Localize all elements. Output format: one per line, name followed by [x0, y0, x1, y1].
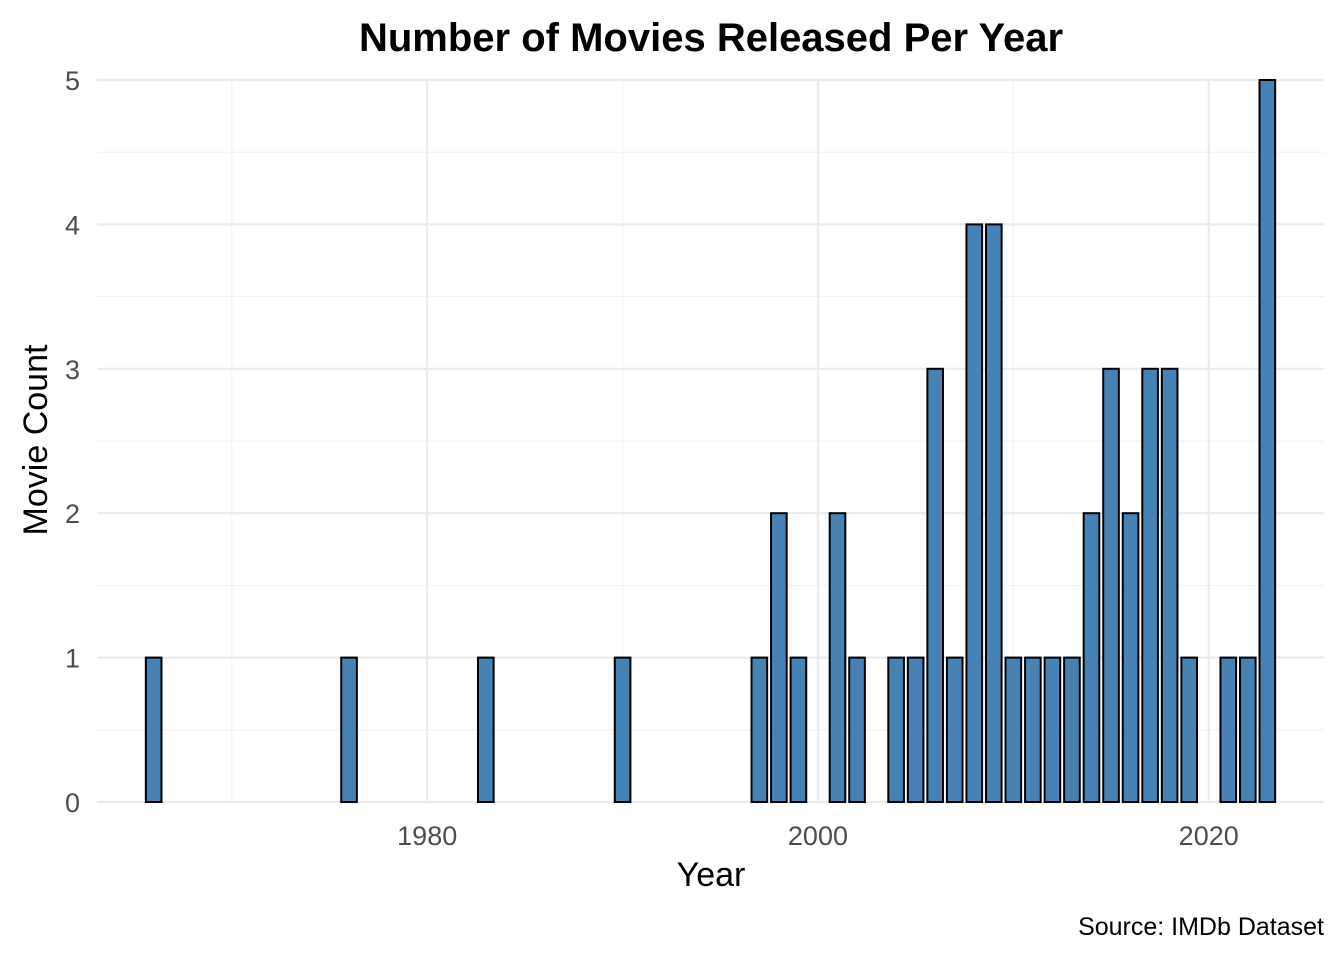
chart-caption: Source: IMDb Dataset [1078, 913, 1324, 941]
y-tick-label: 0 [65, 788, 80, 818]
chart-title: Number of Movies Released Per Year [359, 16, 1063, 60]
x-tick-label: 2020 [1179, 821, 1239, 851]
bar-2007 [945, 656, 964, 803]
bar-2010 [1004, 656, 1023, 803]
bar-2022 [1238, 656, 1257, 803]
bar-1976 [340, 656, 358, 803]
bar-1966 [144, 656, 163, 803]
bar-2019 [1180, 656, 1199, 803]
bar-1997 [750, 656, 769, 803]
bar-2016 [1121, 512, 1140, 803]
bar-2014 [1082, 512, 1101, 803]
bar-1990 [613, 656, 632, 803]
bar-2004 [887, 656, 905, 803]
bar-2008 [965, 223, 984, 803]
bar-2012 [1043, 656, 1062, 803]
y-tick-label: 2 [65, 499, 80, 529]
bar-2018 [1160, 367, 1179, 803]
y-tick-label: 1 [65, 644, 80, 674]
bar-2009 [984, 223, 1003, 803]
bar-2021 [1219, 656, 1238, 803]
bar-2023 [1258, 79, 1277, 803]
bar-1998 [770, 512, 788, 803]
bar-2013 [1063, 656, 1081, 803]
x-tick-label: 2000 [788, 821, 848, 851]
x-axis-title: Year [677, 856, 746, 894]
bar-2001 [828, 512, 847, 803]
y-tick-label: 4 [65, 210, 80, 240]
x-tick-label: 1980 [397, 821, 457, 851]
x-axis-tick-labels: 1980 2000 2020 [397, 821, 1239, 851]
bar-1983 [476, 656, 495, 803]
y-tick-label: 5 [65, 66, 80, 96]
y-axis-tick-labels: 0 1 2 3 4 5 [65, 66, 80, 818]
bar-2017 [1141, 367, 1159, 803]
bar-2011 [1024, 656, 1042, 803]
bar-2005 [906, 656, 925, 803]
bar-2015 [1102, 367, 1120, 803]
bar-1999 [789, 656, 808, 803]
bar-2002 [848, 656, 866, 803]
grid-lines [97, 78, 1324, 804]
y-axis-title: Movie Count [17, 344, 55, 535]
y-tick-label: 3 [65, 355, 80, 385]
bars [144, 79, 1277, 803]
bar-2006 [926, 367, 945, 803]
